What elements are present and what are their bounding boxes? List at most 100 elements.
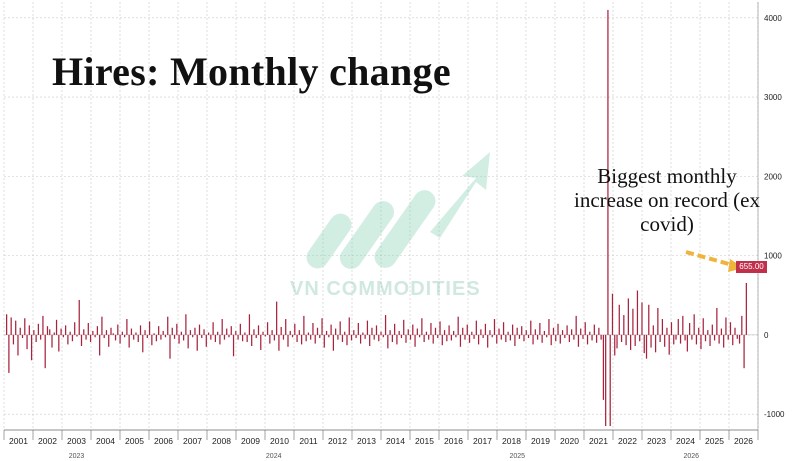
y-axis-labels: -1000 0 1000 2000 3000 4000	[764, 14, 785, 419]
bar	[586, 334, 589, 345]
bar	[593, 324, 595, 335]
bar	[430, 323, 432, 335]
bar	[260, 334, 262, 350]
bar	[702, 318, 704, 335]
bar	[559, 334, 561, 344]
bar	[103, 334, 105, 339]
bar	[278, 334, 280, 351]
bar	[348, 317, 350, 335]
bar	[648, 304, 650, 335]
watermark-bar-icon	[306, 213, 352, 269]
bar	[319, 334, 321, 339]
bar	[357, 323, 359, 335]
bar	[182, 334, 185, 341]
bar	[700, 334, 702, 350]
x-tick-label: 2023	[647, 436, 666, 446]
bar	[573, 334, 575, 340]
bar	[464, 334, 466, 340]
bar	[337, 334, 339, 340]
y-tick-label: -1000	[764, 410, 785, 419]
bar	[589, 331, 591, 335]
bar	[577, 334, 580, 347]
bar	[679, 334, 682, 344]
x-tick-label: 2017	[473, 436, 492, 446]
y-tick-label: 4000	[764, 14, 782, 23]
bar	[257, 325, 260, 335]
bar	[627, 298, 629, 335]
bar	[416, 328, 418, 335]
x-tick-label: 2018	[502, 436, 521, 446]
bar	[718, 334, 720, 344]
bar	[743, 334, 745, 369]
bar	[400, 334, 403, 339]
bar	[691, 334, 693, 340]
bar	[83, 329, 85, 335]
bar	[541, 334, 543, 343]
bar	[169, 334, 171, 359]
bar	[716, 307, 718, 335]
x-tick-label: 2016	[444, 436, 463, 446]
bar	[142, 334, 144, 353]
bar	[303, 315, 305, 335]
x-tick-label: 2020	[560, 436, 579, 446]
bar	[123, 334, 126, 338]
bar	[723, 334, 725, 348]
y-tick-label: 2000	[764, 172, 782, 181]
bar	[155, 334, 158, 342]
bar	[500, 334, 502, 340]
x-tick-label: 2026	[734, 436, 753, 446]
bar	[652, 325, 654, 335]
bar	[8, 334, 10, 373]
bar	[657, 307, 659, 335]
bar	[366, 320, 369, 335]
bar	[650, 334, 652, 348]
bar	[584, 322, 586, 335]
bar	[167, 316, 169, 335]
bar	[550, 334, 552, 346]
bar	[666, 327, 668, 335]
bar	[745, 282, 747, 335]
bar	[736, 334, 738, 339]
x-tick-label: 2010	[270, 436, 289, 446]
bar	[432, 334, 434, 344]
bar	[133, 334, 135, 340]
bar	[580, 328, 582, 335]
x-secondary-label: 2023	[69, 453, 85, 460]
bar	[291, 334, 294, 338]
y-tick-label: 1000	[764, 252, 782, 261]
x-tick-label: 2003	[67, 436, 86, 446]
bar	[675, 334, 677, 340]
bar	[605, 334, 607, 427]
bar	[241, 334, 244, 342]
bar	[428, 334, 430, 340]
bar	[394, 323, 396, 335]
bar	[114, 334, 117, 341]
bar	[487, 334, 489, 348]
bar	[44, 334, 46, 369]
bar	[611, 293, 614, 335]
bar	[598, 327, 600, 335]
bar	[407, 329, 409, 335]
bar	[507, 331, 509, 335]
bar	[280, 326, 282, 335]
bar	[171, 327, 173, 335]
x-tick-label: 2005	[125, 436, 144, 446]
bar	[350, 334, 353, 341]
bar	[255, 334, 257, 339]
chart-title: Hires: Monthly change	[52, 49, 451, 94]
bar	[536, 334, 539, 340]
bar	[221, 319, 223, 335]
bar	[160, 334, 162, 340]
bar	[564, 334, 566, 339]
bar	[37, 323, 40, 335]
bar	[335, 328, 337, 335]
bar	[682, 315, 684, 335]
bar	[568, 334, 570, 343]
bar	[668, 334, 670, 355]
bar	[375, 325, 378, 335]
bar	[198, 324, 201, 335]
bar	[491, 334, 493, 338]
bar	[119, 334, 121, 344]
bar	[85, 334, 87, 340]
